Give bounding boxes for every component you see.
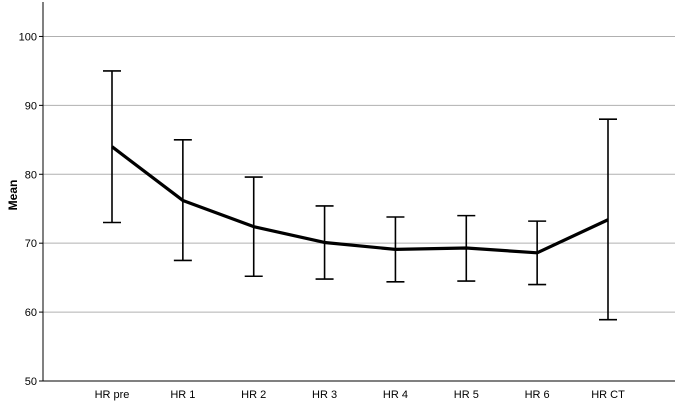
x-tick-label: HR 2 xyxy=(241,389,266,401)
x-tick-label: HR 1 xyxy=(170,389,195,401)
x-tick-label: HR 3 xyxy=(312,389,337,401)
y-tick-label: 60 xyxy=(25,307,37,319)
y-tick-label: 50 xyxy=(25,376,37,388)
x-tick-labels: HR pre HR 1 HR 2 HR 3 HR 4 HR 5 HR 6 HR CT xyxy=(95,389,626,401)
y-tick-label: 90 xyxy=(25,100,37,112)
gridlines xyxy=(43,35,675,313)
y-axis-title: Mean xyxy=(6,180,20,211)
error-bars xyxy=(103,70,617,321)
axes xyxy=(39,2,675,382)
mean-line xyxy=(111,145,609,255)
x-tick-label: HR 6 xyxy=(525,389,550,401)
series-line xyxy=(111,145,609,255)
x-tick-label: HR CT xyxy=(591,389,625,401)
x-tick-label: HR 4 xyxy=(383,389,408,401)
x-tick-label: HR pre xyxy=(95,389,130,401)
y-tick-label: 80 xyxy=(25,169,37,181)
y-tick-label: 100 xyxy=(19,31,37,43)
y-tick-label: 70 xyxy=(25,238,37,250)
y-tick-labels: 50 60 70 80 90 100 xyxy=(19,31,37,388)
x-tick-label: HR 5 xyxy=(454,389,479,401)
